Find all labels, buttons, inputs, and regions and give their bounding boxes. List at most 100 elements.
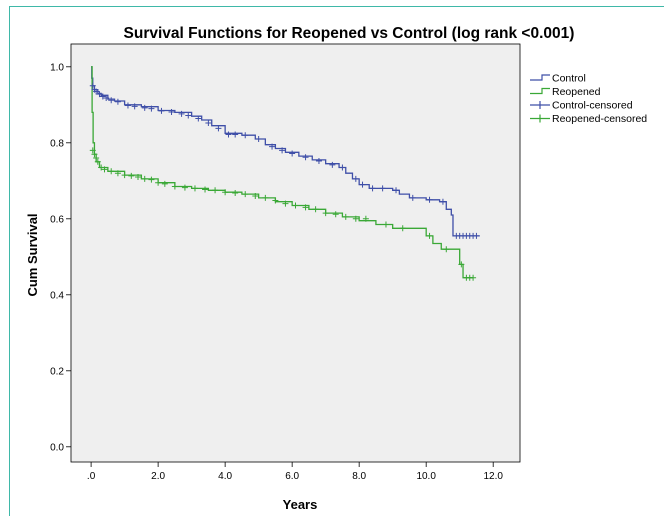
censor-mark-reopened-censored bbox=[292, 202, 299, 209]
censor-mark-reopened-censored bbox=[171, 183, 178, 190]
y-tick-label: 0.4 bbox=[50, 290, 64, 301]
axis-ticks: .0 2.0 4.0 6.0 8.0 10.0 12.0 0.0 0.2 0.4 0.6 0.8 1.0 bbox=[50, 62, 503, 482]
censor-mark-control-censored bbox=[185, 112, 192, 119]
y-tick-label: 1.0 bbox=[50, 62, 64, 73]
legend-swatch bbox=[530, 114, 550, 123]
legend-swatch bbox=[530, 74, 550, 81]
x-tick-label: 2.0 bbox=[151, 471, 165, 482]
censor-mark-reopened-censored bbox=[262, 194, 269, 201]
censor-mark-reopened-censored bbox=[91, 151, 98, 158]
censor-mark-control-censored bbox=[103, 94, 110, 101]
censor-mark-reopened-censored bbox=[458, 261, 465, 268]
legend-label: Control bbox=[552, 73, 586, 85]
censor-mark-reopened-censored bbox=[101, 166, 108, 173]
legend-label: Control-censored bbox=[552, 100, 633, 112]
censor-mark-reopened-censored bbox=[382, 221, 389, 228]
censor-marks bbox=[89, 82, 480, 281]
censor-mark-control-censored bbox=[255, 136, 262, 142]
legend-swatch bbox=[530, 101, 550, 109]
censor-mark-reopened-censored bbox=[426, 232, 433, 239]
censor-mark-reopened-censored bbox=[322, 210, 329, 217]
censor-mark-control-censored bbox=[352, 175, 359, 182]
censor-mark-control-censored bbox=[439, 198, 446, 205]
censor-mark-control-censored bbox=[195, 115, 202, 122]
censor-mark-control-censored bbox=[302, 154, 309, 161]
censor-mark-control-censored bbox=[108, 97, 115, 104]
censor-mark-reopened-censored bbox=[121, 172, 128, 179]
censor-mark-reopened-censored bbox=[232, 189, 239, 196]
censor-mark-reopened-censored bbox=[470, 274, 477, 281]
censor-mark-control-censored bbox=[124, 102, 131, 109]
y-tick-label: 0.2 bbox=[50, 366, 64, 377]
censor-mark-control-censored bbox=[168, 109, 175, 116]
censor-mark-control-censored bbox=[96, 91, 103, 98]
censor-mark-control-censored bbox=[114, 98, 121, 105]
censor-mark-reopened-censored bbox=[89, 147, 96, 154]
censor-mark-reopened-censored bbox=[93, 155, 100, 161]
censor-mark-control-censored bbox=[409, 194, 416, 201]
censor-mark-reopened-censored bbox=[312, 206, 319, 213]
censor-mark-control-censored bbox=[141, 104, 148, 111]
censor-mark-control-censored bbox=[473, 232, 480, 239]
censor-mark-reopened-censored bbox=[94, 158, 101, 165]
x-tick-label: 8.0 bbox=[352, 471, 366, 482]
censor-mark-reopened-censored bbox=[352, 215, 359, 222]
x-axis-title: Years bbox=[283, 497, 318, 511]
censor-mark-control-censored bbox=[93, 88, 100, 95]
chart-frame bbox=[9, 6, 664, 516]
censor-mark-reopened-censored bbox=[191, 185, 198, 192]
censor-mark-reopened-censored bbox=[108, 168, 115, 175]
censor-mark-reopened-censored bbox=[302, 204, 309, 211]
censor-mark-control-censored bbox=[426, 196, 433, 203]
censor-mark-control-censored bbox=[369, 185, 376, 192]
legend-item: Control bbox=[530, 73, 586, 85]
censor-mark-control-censored bbox=[158, 107, 165, 114]
censor-mark-reopened-censored bbox=[161, 180, 168, 187]
censor-mark-reopened-censored bbox=[222, 189, 229, 196]
censor-mark-reopened-censored bbox=[98, 164, 105, 171]
censor-mark-reopened-censored bbox=[148, 176, 155, 183]
censor-mark-reopened-censored bbox=[141, 175, 148, 182]
y-tick-label: 0.0 bbox=[50, 442, 64, 453]
x-tick-label: 4.0 bbox=[218, 471, 232, 482]
legend-item: Reopened bbox=[530, 86, 601, 98]
y-tick-label: 0.8 bbox=[50, 138, 64, 149]
censor-mark-reopened-censored bbox=[242, 191, 249, 198]
censor-mark-control-censored bbox=[131, 103, 138, 110]
legend-item: Reopened-censored bbox=[530, 113, 647, 125]
censor-mark-reopened-censored bbox=[114, 170, 121, 177]
censor-mark-reopened-censored bbox=[443, 246, 450, 253]
censor-mark-reopened-censored bbox=[252, 193, 259, 199]
censor-mark-reopened-censored bbox=[362, 215, 369, 222]
x-tick-label: .0 bbox=[87, 471, 96, 482]
series-line-control bbox=[91, 66, 480, 237]
x-tick-label: 6.0 bbox=[285, 471, 299, 482]
censor-mark-control-censored bbox=[289, 150, 296, 157]
censor-mark-control-censored bbox=[269, 143, 276, 150]
censor-mark-control-censored bbox=[339, 164, 346, 171]
censor-mark-control-censored bbox=[242, 132, 249, 139]
censor-mark-control-censored bbox=[148, 105, 155, 112]
y-axis-title: Cum Survival bbox=[25, 213, 40, 296]
censor-mark-control-censored bbox=[178, 110, 185, 117]
censor-mark-control-censored bbox=[99, 93, 106, 100]
censor-mark-control-censored bbox=[205, 120, 212, 127]
legend-label: Reopened bbox=[552, 86, 601, 98]
x-tick-label: 10.0 bbox=[416, 471, 436, 482]
censor-mark-control-censored bbox=[329, 161, 336, 168]
censor-mark-reopened-censored bbox=[332, 211, 339, 218]
censor-mark-control-censored bbox=[215, 125, 222, 132]
censor-mark-reopened-censored bbox=[342, 213, 349, 220]
censor-mark-control-censored bbox=[232, 131, 239, 138]
censor-mark-reopened-censored bbox=[212, 187, 219, 194]
censor-mark-reopened-censored bbox=[282, 200, 289, 207]
legend-swatch bbox=[530, 87, 550, 95]
censor-mark-control-censored bbox=[379, 185, 386, 192]
x-tick-label: 12.0 bbox=[483, 471, 503, 482]
censor-mark-reopened-censored bbox=[155, 179, 162, 186]
censor-mark-control-censored bbox=[315, 158, 322, 165]
censor-mark-reopened-censored bbox=[399, 225, 406, 232]
censor-mark-reopened-censored bbox=[135, 174, 142, 180]
